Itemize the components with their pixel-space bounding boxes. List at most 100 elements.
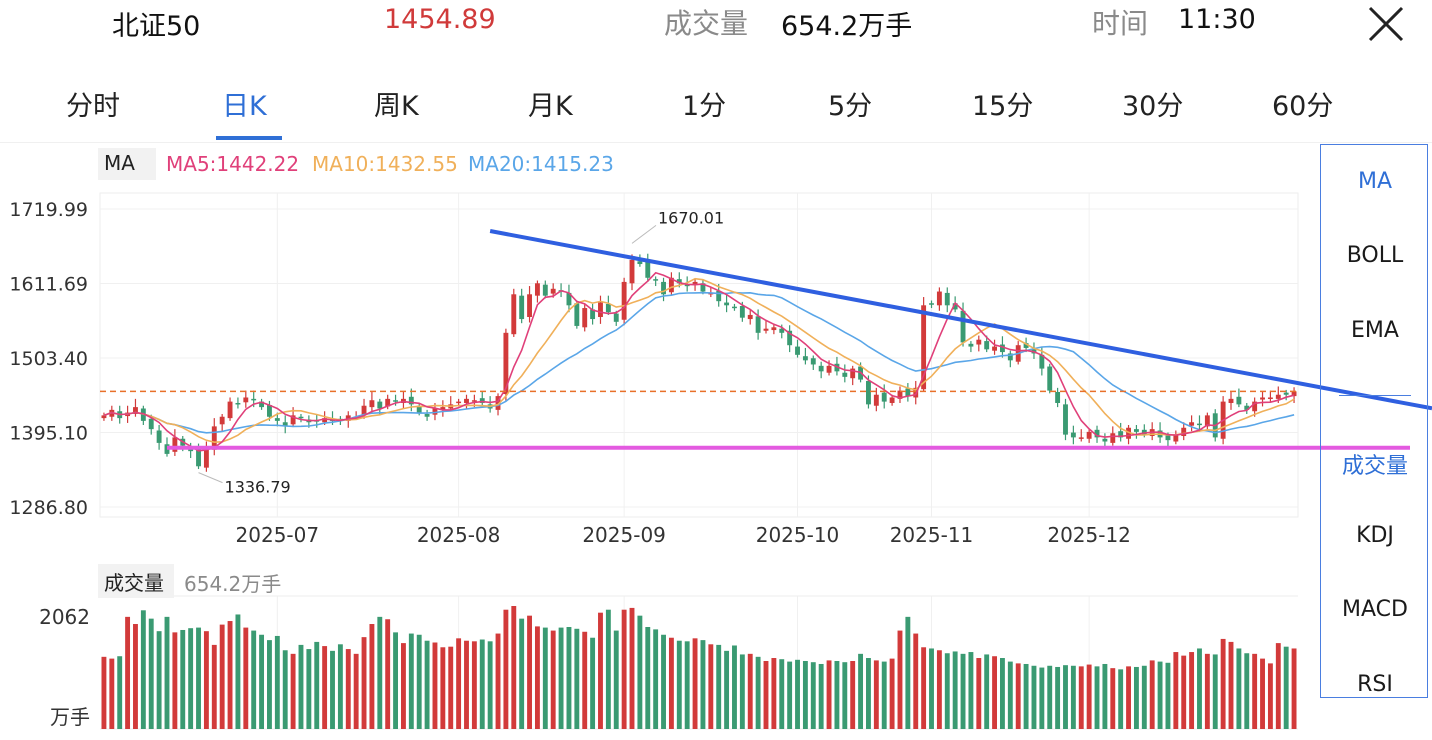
volume-bar [826,660,832,729]
tab-intraday[interactable]: 分时 [66,91,120,122]
volume-bar [1283,646,1289,729]
candle-body [542,284,548,296]
candle-body [1118,431,1124,438]
volume-bar [314,641,320,729]
volume-bar [929,648,934,729]
volume-bar [1039,667,1045,729]
volume-bar [188,628,194,729]
tab-weekly-k[interactable]: 周K [374,91,419,122]
candle-body [779,328,785,333]
candle-body [889,397,895,403]
volume-bar [180,629,186,729]
tab-daily-k[interactable]: 日K [222,91,267,122]
volume-bar [369,624,375,729]
volume-legend-value: 654.2万手 [184,572,282,596]
volume-bar [566,626,572,729]
candle-body [1007,353,1013,361]
ma5-legend: MA5:1442.22 [166,152,300,176]
volume-bar [913,633,919,729]
candle-body [1252,401,1258,412]
candle-body [1189,422,1195,426]
candle-body [598,302,603,317]
indicator-volume[interactable]: 成交量 [1341,454,1408,479]
volume-bar [306,649,312,729]
volume-bar [921,647,927,729]
candle-body [771,327,777,331]
volume-bar [298,644,304,729]
candle-body [1126,427,1131,439]
candle-body [519,295,525,320]
volume-bar [1031,665,1037,729]
volume-value: 654.2万手 [781,11,913,42]
close-icon [1368,6,1404,42]
candle-body [534,283,540,296]
candle-body [1070,432,1076,438]
tab-30min[interactable]: 30分 [1122,91,1184,122]
candle-body [274,418,280,421]
volume-bar [267,640,272,729]
candle-body [1291,391,1297,397]
volume-bar [605,609,611,729]
volume-bar [400,643,406,729]
divider [0,142,1432,143]
candle-body [724,302,730,306]
volume-bar [164,616,170,729]
ma20-legend: MA20:1415.23 [468,152,614,176]
volume-bar [1275,643,1281,729]
candle-body [897,390,903,399]
indicator-macd[interactable]: MACD [1342,597,1408,622]
volume-bar [1102,663,1108,729]
candle-body [1228,398,1234,403]
candle-body [156,430,162,443]
volume-bar [1220,638,1226,729]
x-tick-label: 2025-08 [417,523,501,547]
indicator-rsi[interactable]: RSI [1357,672,1393,697]
volume-bar [692,638,698,729]
indicator-ema[interactable]: EMA [1351,318,1399,343]
candle-body [590,309,596,320]
volume-bar [1291,648,1297,729]
candle-body [787,330,793,346]
x-tick-label: 2025-11 [890,523,974,547]
volume-bar [936,650,942,729]
candle-body [653,279,659,281]
ma5-line [103,271,1295,452]
candle-body [992,346,998,351]
candle-body [1260,397,1265,400]
volume-bar [795,659,800,729]
y-tick-label: 1395.10 [9,422,88,444]
volume-bar [810,662,816,729]
volume-bar [866,658,871,729]
tab-5min[interactable]: 5分 [828,91,873,122]
volume-bar [133,624,138,729]
volume-bar [456,638,462,729]
index-price: 1454.89 [384,4,496,35]
volume-bar [574,628,580,729]
tab-monthly-k[interactable]: 月K [528,91,573,122]
close-button[interactable] [1364,2,1408,46]
volume-bar [834,660,840,729]
candle-body [235,402,241,405]
y-tick-label: 1503.40 [9,348,88,370]
candle-body [290,415,296,425]
indicator-ma[interactable]: MA [1357,169,1393,194]
volume-bar [503,609,509,729]
candle-body [818,365,824,372]
indicator-kdj[interactable]: KDJ [1356,523,1394,548]
candle-body [1110,433,1116,443]
candle-body [873,394,879,406]
tab-1min[interactable]: 1分 [682,91,727,122]
volume-bar [109,658,115,729]
volume-bar [1007,661,1013,729]
volume-bar [992,656,998,729]
tab-60min[interactable]: 60分 [1272,91,1334,122]
volume-legend-tag: 成交量 [98,564,174,598]
volume-bar [621,609,627,729]
tab-15min[interactable]: 15分 [972,91,1034,122]
candle-body [203,448,209,468]
volume-bar [661,634,666,729]
volume-bar [101,656,107,729]
indicator-panel: MA BOLL EMA 成交量 KDJ MACD RSI [1320,144,1428,698]
indicator-boll[interactable]: BOLL [1346,243,1404,268]
